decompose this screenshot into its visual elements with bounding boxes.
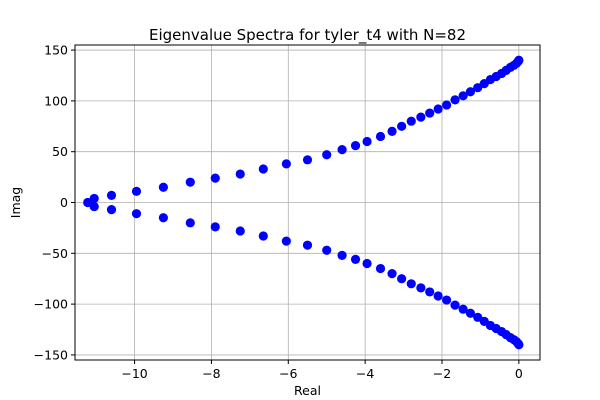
eigenvalue-point	[337, 250, 347, 260]
eigenvalue-point	[131, 186, 142, 196]
eigenvalue-point	[106, 190, 117, 200]
eigenvalue-point	[281, 236, 291, 246]
y-tick-label: 100	[44, 93, 68, 108]
eigenvalue-point	[458, 304, 468, 314]
eigenvalue-point	[433, 104, 443, 114]
eigenvalue-point	[387, 126, 397, 136]
eigenvalue-point	[450, 95, 460, 105]
y-axis-label: Imag	[8, 187, 23, 218]
chart-title: Eigenvalue Spectra for tyler_t4 with N=8…	[149, 26, 466, 45]
eigenvalue-point	[302, 155, 313, 165]
eigenvalue-point	[322, 245, 332, 255]
eigenvalue-point	[442, 295, 452, 305]
eigenvalue-point	[397, 274, 407, 284]
x-axis-ticks: −10 −8 −6 −4 −2 0	[121, 360, 523, 381]
y-tick-label: 150	[44, 43, 68, 58]
data-points	[83, 55, 524, 350]
eigenvalue-point	[258, 231, 268, 241]
x-tick-label: −8	[202, 366, 220, 381]
eigenvalue-point	[302, 240, 313, 250]
eigenvalue-point	[185, 218, 195, 228]
eigenvalue-point	[465, 87, 476, 97]
x-tick-label: −6	[279, 366, 297, 381]
eigenvalue-point	[350, 140, 361, 151]
eigenvalue-point	[442, 100, 452, 110]
eigenvalue-point	[210, 222, 220, 232]
eigenvalue-point	[425, 287, 435, 297]
eigenvalue-point	[416, 112, 426, 122]
eigenvalue-point	[258, 164, 268, 174]
eigenvalue-point	[406, 279, 416, 289]
eigenvalue-point	[235, 226, 245, 236]
x-axis-label: Real	[294, 383, 321, 398]
eigenvalue-point	[375, 131, 386, 142]
eigenvalue-point	[397, 121, 407, 131]
eigenvalue-point	[375, 263, 386, 274]
eigenvalue-point	[106, 205, 117, 215]
grid	[75, 45, 540, 360]
eigenvalue-point	[158, 182, 168, 192]
eigenvalue-point	[322, 150, 332, 160]
eigenvalue-point	[450, 300, 460, 310]
eigenvalue-point	[210, 173, 220, 183]
x-tick-label: 0	[515, 366, 523, 381]
y-tick-label: 0	[60, 195, 68, 210]
y-tick-label: 50	[52, 144, 68, 159]
eigenvalue-point	[425, 108, 435, 118]
y-tick-label: −100	[34, 297, 68, 312]
eigenvalue-point	[235, 169, 245, 179]
x-tick-label: −10	[121, 366, 147, 381]
eigenvalue-point	[514, 340, 524, 350]
y-tick-label: −50	[42, 246, 68, 261]
y-tick-label: −150	[34, 347, 68, 362]
eigenvalue-point	[89, 201, 99, 212]
x-tick-label: −2	[433, 366, 451, 381]
eigenvalue-point	[131, 209, 142, 219]
eigenvalue-point	[465, 308, 476, 318]
eigenvalue-point	[416, 283, 426, 293]
eigenvalue-point	[433, 291, 443, 301]
eigenvalue-point	[362, 258, 372, 269]
eigenvalue-point	[185, 177, 195, 187]
x-tick-label: −4	[356, 366, 374, 381]
y-axis-ticks: −150 −100 −50 0 50 100 150	[34, 43, 75, 362]
eigenvalue-point	[281, 159, 291, 169]
eigenvalue-point	[406, 116, 416, 126]
eigenvalue-point	[337, 145, 347, 155]
eigenvalue-point	[458, 91, 468, 101]
eigenvalue-point	[362, 136, 372, 147]
eigenvalue-point	[158, 213, 168, 223]
eigenvalue-point	[350, 254, 361, 265]
eigenvalue-point	[514, 55, 524, 65]
eigenvalue-point	[89, 193, 99, 204]
eigenvalue-point	[387, 269, 397, 279]
